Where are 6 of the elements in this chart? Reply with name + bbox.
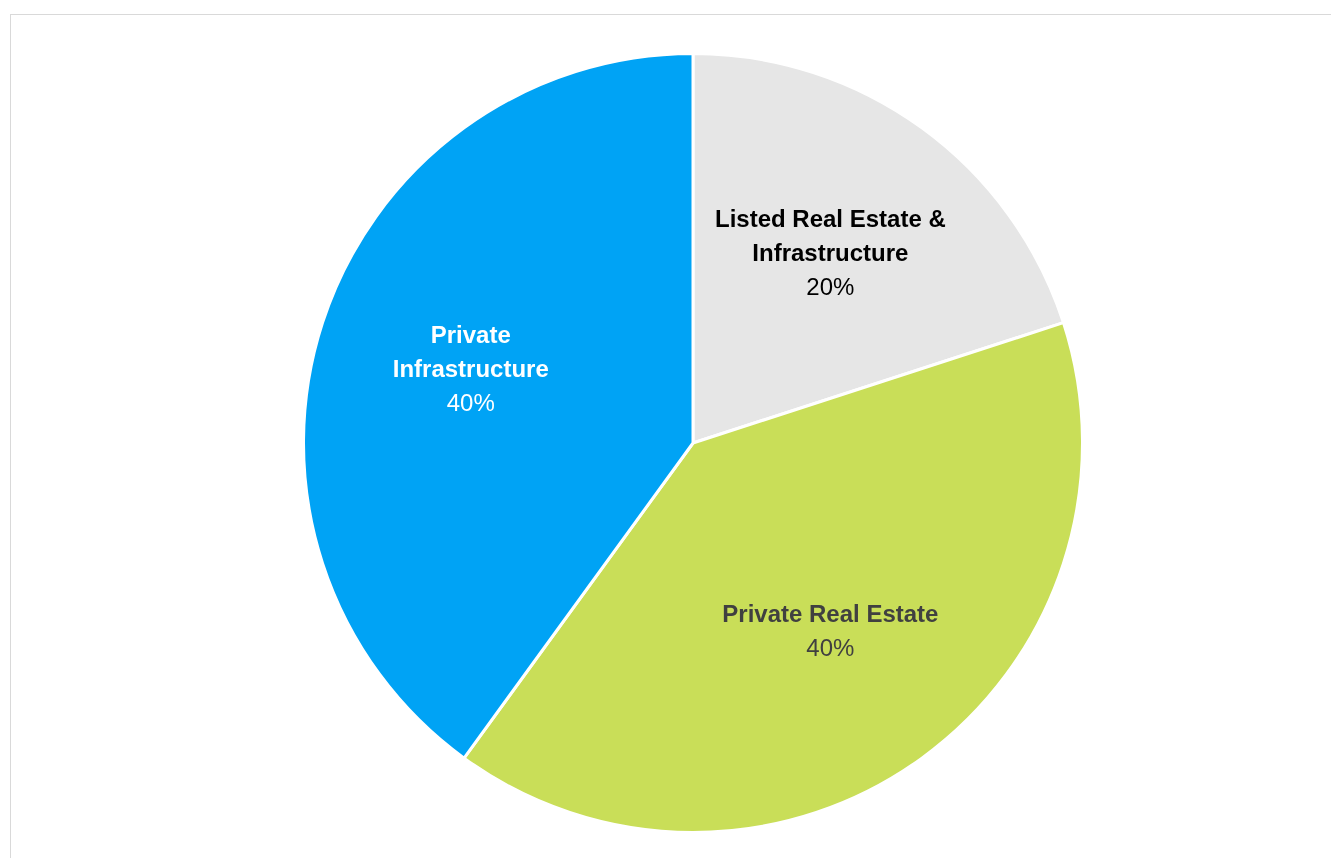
slice-label: Private Infrastructure [392, 321, 549, 383]
slice-label: Private Real Estate [722, 599, 939, 627]
data-label: 40% [806, 633, 855, 661]
slice-label: Listed Real Estate & Infrastructure [714, 204, 946, 266]
data-label: 40% [446, 389, 495, 417]
data-label: 20% [806, 272, 855, 300]
